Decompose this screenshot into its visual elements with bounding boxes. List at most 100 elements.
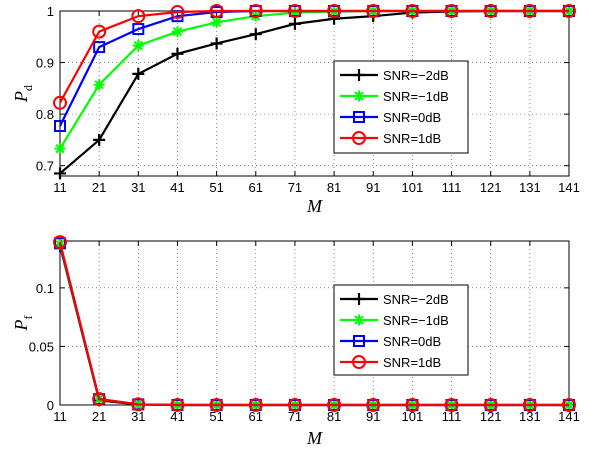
legend-entry: SNR=−1dB	[340, 313, 449, 328]
data-point	[288, 17, 301, 30]
data-point	[54, 167, 66, 180]
data-point	[327, 398, 342, 412]
series-4	[53, 4, 576, 110]
data-point	[522, 4, 537, 18]
x-tick-label: 41	[170, 409, 184, 424]
data-point	[132, 40, 144, 52]
y-tick-label: 1	[47, 4, 54, 19]
legend: SNR=−2dB SNR=−1dB SNR=0dB SNR=1dB	[333, 284, 469, 376]
legend-label: SNR=0dB	[383, 334, 441, 349]
x-tick-label: 61	[249, 180, 263, 195]
legend-marker	[353, 335, 365, 347]
data-point	[562, 398, 576, 412]
x-axis-label: M	[306, 196, 323, 216]
x-tick-label: 71	[288, 180, 302, 195]
data-point	[444, 4, 459, 18]
x-tick-label: 31	[131, 180, 145, 195]
x-tick-label: 11	[53, 180, 67, 195]
x-tick-label: 11	[53, 409, 67, 424]
data-point	[248, 4, 263, 18]
legend-label: SNR=−2dB	[383, 292, 449, 307]
data-point	[289, 7, 301, 19]
x-tick-label: 41	[170, 180, 184, 195]
y-axis-label-main: P	[11, 91, 31, 103]
x-tick-label: 51	[209, 180, 223, 195]
legend-label: SNR=0dB	[383, 110, 441, 125]
data-point	[444, 398, 459, 412]
y-axis-label: Pf	[11, 316, 35, 332]
x-tick-label: 91	[366, 409, 380, 424]
y-tick-label: 0	[47, 398, 54, 413]
x-tick-label: 91	[366, 180, 380, 195]
data-point	[53, 95, 67, 110]
data-point	[287, 4, 302, 18]
data-point	[131, 397, 146, 412]
data-point	[405, 4, 420, 18]
subplot-2: 11 21 31 41 51 61 71 81 91 101 111 121 131 141 0 0.05 0.…	[11, 235, 580, 448]
y-axis-label-subscript: f	[21, 316, 35, 320]
y-tick-label: 0.9	[36, 56, 54, 71]
x-tick-label: 81	[327, 409, 341, 424]
data-point	[171, 26, 183, 38]
x-tick-label: 101	[402, 409, 424, 424]
data-point	[210, 37, 223, 50]
data-point	[562, 4, 576, 18]
data-point	[92, 24, 107, 39]
series-4	[53, 235, 576, 412]
data-point	[366, 4, 381, 18]
x-tick-label: 111	[442, 409, 462, 424]
legend-marker	[353, 69, 365, 81]
data-point	[327, 4, 342, 18]
x-tick-label: 121	[480, 180, 502, 195]
x-tick-label: 141	[558, 409, 580, 424]
data-point	[93, 41, 106, 54]
data-point	[248, 398, 263, 412]
plot-area	[60, 11, 569, 176]
legend-entry: SNR=−2dB	[340, 68, 449, 83]
x-tick-label: 61	[249, 409, 263, 424]
legend-label: SNR=−2dB	[383, 68, 449, 83]
x-tick-label: 141	[558, 180, 580, 195]
data-point	[53, 235, 67, 250]
y-tick-label: 0.7	[36, 159, 54, 174]
data-point	[287, 398, 302, 412]
x-tick-label: 131	[519, 409, 541, 424]
y-tick-label: 0.1	[36, 281, 54, 296]
x-tick-label: 71	[288, 409, 302, 424]
x-tick-label: 131	[519, 180, 541, 195]
legend-entry: SNR=0dB	[340, 110, 441, 125]
data-point	[132, 23, 145, 36]
data-point	[92, 392, 107, 407]
legend-marker	[352, 355, 366, 369]
data-point	[249, 28, 262, 41]
legend-label: SNR=1dB	[383, 355, 441, 370]
data-point	[483, 398, 498, 412]
legend-entry: SNR=−2dB	[340, 292, 449, 307]
legend-marker	[353, 90, 365, 102]
legend-entry: SNR=−1dB	[340, 89, 449, 104]
data-point	[209, 4, 224, 18]
data-point	[170, 398, 185, 412]
legend-entry: SNR=1dB	[340, 355, 441, 370]
legend-marker	[353, 314, 365, 326]
x-tick-label: 51	[209, 409, 223, 424]
data-point	[54, 119, 66, 132]
x-tick-label: 101	[402, 180, 424, 195]
legend-marker	[353, 111, 365, 123]
x-tick-label: 31	[131, 409, 145, 424]
data-point	[93, 79, 105, 91]
data-point	[483, 4, 498, 18]
data-point	[211, 16, 223, 28]
data-point	[522, 398, 537, 412]
y-axis-label-subscript: d	[21, 85, 35, 91]
x-tick-label: 111	[442, 180, 462, 195]
data-point	[209, 398, 224, 412]
legend-entry: SNR=0dB	[340, 334, 441, 349]
x-tick-label: 121	[480, 409, 502, 424]
x-tick-label: 81	[327, 180, 341, 195]
legend-label: SNR=−1dB	[383, 89, 449, 104]
data-point	[171, 47, 184, 60]
y-axis-label-main: P	[11, 320, 31, 332]
